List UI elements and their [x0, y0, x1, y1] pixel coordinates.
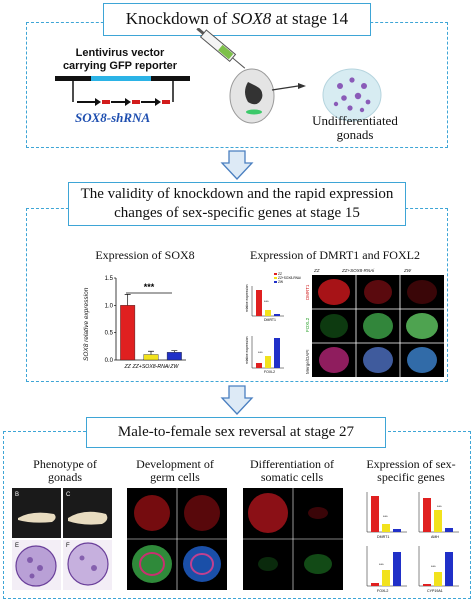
undifferentiated-gonad-icon: [322, 68, 382, 122]
minichart-bottom-ylabel: relative expression: [245, 336, 249, 364]
svg-text:***: ***: [379, 562, 384, 567]
somatic-cells-panels: [243, 488, 343, 590]
gonads-label: Undifferentiated gonads: [312, 113, 398, 142]
foxl2-zz-bar: [256, 363, 262, 368]
col3-header: Differentiation of somatic cells: [249, 457, 335, 484]
svg-text:AMH: AMH: [431, 535, 439, 539]
micro-merge-zz: [319, 347, 349, 373]
somatic-panel-tl: [248, 493, 288, 533]
sox8-ytick-label: 1.0: [105, 303, 114, 309]
sox8-ytick-label: 0.5: [105, 331, 114, 337]
sox8-ytick-label: 1.5: [105, 276, 114, 282]
micro-row-dmrt1: DMRT1: [305, 284, 310, 300]
minichart-legend: ZZ ZZ+SOX8-RNAi ZW: [274, 272, 301, 284]
germ-cells-panels: [127, 488, 227, 590]
micro-row-foxl2: FOXL2: [305, 317, 310, 332]
panel-letter-c: C: [66, 492, 71, 498]
sox8-ylabel: SOX8 relative expression: [83, 287, 90, 361]
panel-letter-e: E: [15, 543, 19, 549]
lentivirus-vector-diagram: [55, 76, 190, 106]
svg-text:***: ***: [431, 564, 436, 569]
somatic-panel-bl: [258, 557, 278, 571]
micro-row-merge: Merge/DAPI: [305, 349, 310, 374]
sox8-xtick-label: ZW: [169, 364, 179, 370]
sox8-bar-0: [120, 305, 136, 361]
sox8-significance: ***: [144, 282, 155, 292]
minichart-amh: *** AMH: [418, 492, 459, 539]
micro-col-zw: ZW: [404, 268, 411, 273]
embryo-icon: [245, 82, 263, 105]
down-arrow-2-icon: [220, 385, 254, 415]
shrna-arrows: [77, 98, 170, 106]
injection-site-icon: [246, 109, 262, 115]
micro-dmrt1-rnai: [364, 280, 392, 304]
egg-injection-illustration: [196, 28, 306, 124]
shrna-label: SOX8-shRNA: [75, 110, 151, 125]
section1-title: Knockdown of SOX8 at stage 14: [103, 3, 371, 36]
panel-letter-b: B: [15, 492, 19, 498]
sox8-ytick-label: 0.0: [105, 358, 114, 364]
sox8-bar-2: [166, 352, 182, 361]
dmrt1-zz-bar: [256, 290, 262, 316]
svg-text:DMRT1: DMRT1: [377, 535, 389, 539]
phenotype-gonads-panels: B C E F: [12, 488, 112, 590]
panel-letter-f: F: [66, 543, 70, 549]
micro-col-rnai: ZZ+SOX8-RNAi: [342, 268, 375, 273]
section2-microscopy-grid: [312, 275, 444, 377]
micro-foxl2-rnai: [363, 313, 393, 339]
germ-panel-tr: [184, 495, 220, 531]
dmrt1-foxl2-header: Expression of DMRT1 and FOXL2: [250, 248, 420, 262]
foxl2-zw-bar: [274, 338, 280, 368]
sox8-errorbar-0: [124, 294, 131, 306]
minichart-top-ylabel: relative expression: [245, 284, 249, 312]
somatic-panel-br: [304, 554, 332, 574]
sox8-bar-chart: 0.0 0.5 1.0 1.5 *** ZZ ZZ+SOX8-RNAi ZW: [105, 276, 186, 370]
micro-dmrt1-zz: [318, 279, 350, 305]
sox8-expression-header: Expression of SOX8: [95, 248, 195, 262]
micro-dmrt1-zw: [407, 280, 437, 304]
foxl2-rnai-bar: [265, 356, 271, 368]
germ-panel-br: [183, 546, 221, 582]
svg-text:FOXL2: FOXL2: [377, 589, 388, 593]
gfp-segment: [91, 76, 151, 81]
sox8-xtick-label: ZZ: [123, 364, 131, 370]
sox8-errorbar-2: [171, 350, 178, 353]
micro-foxl2-zw: [406, 313, 438, 339]
svg-text:CYP19A1: CYP19A1: [427, 589, 443, 593]
germ-panel-bl: [132, 545, 172, 583]
dmrt1-stars: ***: [264, 299, 269, 304]
dmrt1-zw-bar: [274, 314, 280, 316]
section3-title: Male-to-female sex reversal at stage 27: [86, 417, 386, 448]
dmrt1-label: DMRT1: [264, 318, 276, 322]
micro-merge-rnai: [363, 347, 393, 373]
down-arrow-1-icon: [220, 150, 254, 180]
micro-foxl2-zz: [320, 314, 348, 338]
col1-header: Phenotype of gonads: [33, 457, 97, 484]
sex-specific-gene-minicharts: *** DMRT1 *** AMH *** FOXL2 *** CYP19A1: [357, 488, 467, 593]
micro-merge-zw: [407, 347, 437, 373]
vector-label: Lentivirus vector carrying GFP reporter: [62, 47, 178, 72]
somatic-panel-tr: [308, 507, 328, 519]
legend-zw: ZW: [278, 280, 283, 284]
foxl2-stars: ***: [258, 350, 263, 355]
germ-panel-tl: [134, 495, 170, 531]
dmrt1-rnai-bar: [265, 310, 271, 316]
dmrt1-foxl2-minicharts: ZZ ZZ+SOX8-RNAi ZW relative expression *…: [245, 272, 301, 374]
sox8-bar-1: [143, 354, 159, 361]
minichart-cyp19a1: *** CYP19A1: [418, 546, 459, 593]
legend-rnai: ZZ+SOX8-RNAi: [278, 276, 301, 280]
sox8-xtick-label: ZZ+SOX8-RNAi: [131, 364, 170, 370]
micro-col-zz: ZZ: [314, 268, 320, 273]
col4-header: Expression of sex-specific genes: [366, 457, 456, 484]
sox8-errorbar-1: [148, 350, 154, 355]
minichart-dmrt1: *** DMRT1: [366, 492, 407, 539]
foxl2-label: FOXL2: [264, 370, 275, 374]
svg-text:***: ***: [383, 514, 388, 519]
minichart-foxl2: *** FOXL2: [366, 546, 407, 593]
syringe-icon: [196, 28, 246, 69]
legend-zz: ZZ: [278, 272, 282, 276]
svg-text:***: ***: [437, 504, 442, 509]
col2-header: Development of germ cells: [136, 457, 214, 484]
section2-title: The validity of knockdown and the rapid …: [68, 182, 406, 226]
